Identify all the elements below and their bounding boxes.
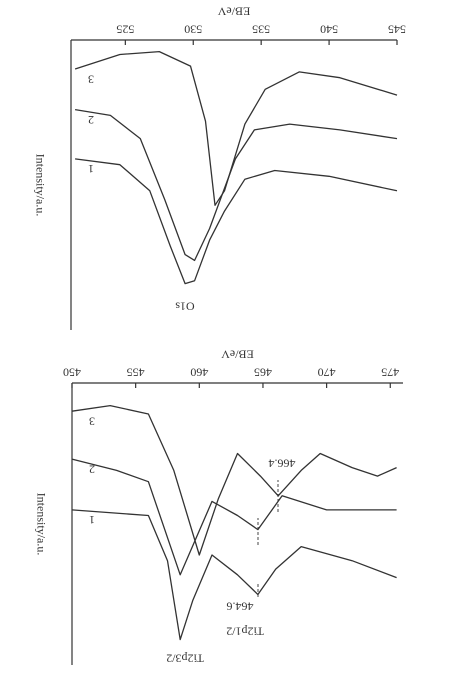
spectrum-line (71, 404, 397, 556)
x-tick-label: 455 (127, 365, 145, 379)
spectrum-line (75, 158, 398, 285)
annotation: Ti2p1/2 (226, 624, 264, 638)
rotated-figure: 525 530 535 540 545 EB/eV Intensity/a.u. 1 2 3 O1s… (33, 4, 406, 665)
y-axis-label: Intensity/a.u. (34, 493, 48, 556)
series-label: 2 (88, 113, 94, 127)
series-label: 2 (89, 462, 95, 476)
series-label: 1 (88, 162, 94, 176)
spectrum-line (74, 108, 398, 262)
x-tick-label: 530 (184, 22, 202, 36)
annotation: Ti2p3/2 (166, 651, 204, 665)
annotation: 464.6 (227, 599, 254, 613)
y-axis-label: Intensity/a.u. (33, 154, 47, 217)
spectrum-line (71, 458, 397, 576)
x-tick-label: 450 (63, 365, 81, 379)
x-axis-label: EB/eV (221, 347, 254, 361)
x-tick-label: 540 (320, 22, 338, 36)
x-tick-label: 475 (381, 365, 399, 379)
x-tick-label: 470 (318, 365, 336, 379)
series-label: 3 (89, 414, 95, 428)
series-label: 1 (89, 513, 95, 527)
x-tick-label: 460 (190, 365, 208, 379)
spectrum-line (71, 509, 397, 641)
x-tick-label: 535 (252, 22, 270, 36)
x-axis-label: EB/eV (217, 4, 250, 18)
x-tick-label: 545 (388, 22, 406, 36)
series-label: 3 (88, 72, 94, 86)
spectrum-line (74, 50, 398, 206)
x-tick-label: 525 (116, 22, 134, 36)
x-tick-label: 465 (254, 365, 272, 379)
annotation: O1s (175, 299, 195, 313)
annotation: 466.4 (269, 456, 296, 470)
